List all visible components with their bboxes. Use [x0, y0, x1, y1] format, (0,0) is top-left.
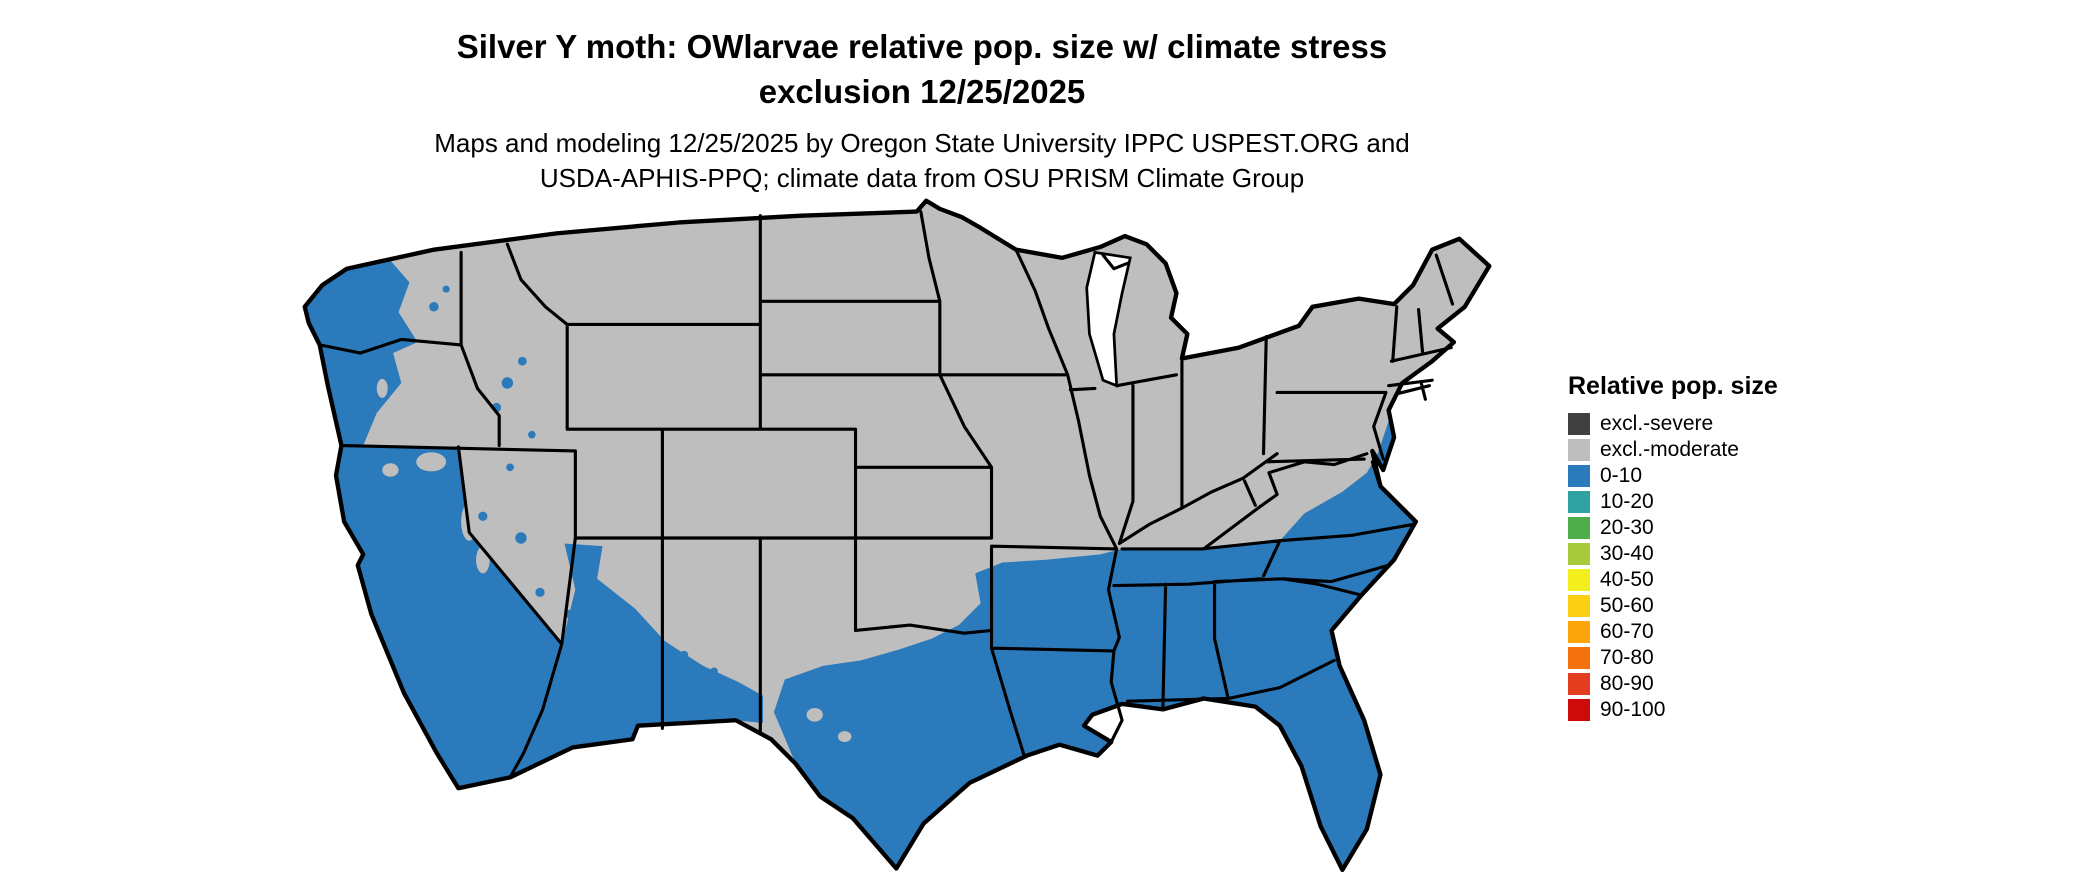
state-borders — [318, 210, 1455, 779]
legend: Relative pop. size excl.-severe excl.-mo… — [1568, 372, 1868, 721]
legend-color-swatch — [1568, 543, 1590, 565]
legend-item-label: excl.-moderate — [1600, 438, 1739, 461]
legend-item: 50-60 — [1568, 594, 1868, 617]
map-region-pop-0-10-southwest — [510, 543, 764, 778]
map-container — [268, 198, 1492, 878]
map-speckles-pop-0-10 — [429, 285, 1436, 676]
legend-item-label: excl.-severe — [1600, 412, 1714, 435]
legend-color-swatch — [1568, 647, 1590, 669]
legend-item-label: 50-60 — [1600, 594, 1654, 617]
legend-item-label: 40-50 — [1600, 568, 1654, 591]
legend-color-swatch — [1568, 595, 1590, 617]
legend-color-swatch — [1568, 439, 1590, 461]
legend-color-swatch — [1568, 569, 1590, 591]
legend-color-swatch — [1568, 491, 1590, 513]
legend-item: 70-80 — [1568, 646, 1868, 669]
map-region-pop-0-10-south — [773, 421, 1416, 870]
legend-item: 20-30 — [1568, 516, 1868, 539]
figure-title: Silver Y moth: OWlarvae relative pop. si… — [0, 24, 1844, 114]
legend-color-swatch — [1568, 465, 1590, 487]
us-map — [302, 198, 1492, 873]
legend-item: 60-70 — [1568, 620, 1868, 643]
legend-item: 80-90 — [1568, 672, 1868, 695]
legend-item: excl.-severe — [1568, 412, 1868, 435]
title-line-2: exclusion 12/25/2025 — [758, 73, 1086, 110]
legend-item: 90-100 — [1568, 698, 1868, 721]
national-outline — [302, 198, 1492, 873]
legend-item: 40-50 — [1568, 568, 1868, 591]
legend-item-label: 10-20 — [1600, 490, 1654, 513]
legend-color-swatch — [1568, 517, 1590, 539]
legend-color-swatch — [1568, 673, 1590, 695]
legend-item-label: 60-70 — [1600, 620, 1654, 643]
legend-item: 10-20 — [1568, 490, 1868, 513]
legend-item-label: 0-10 — [1600, 464, 1643, 487]
title-line-1: Silver Y moth: OWlarvae relative pop. si… — [456, 28, 1388, 65]
subtitle-line-1: Maps and modeling 12/25/2025 by Oregon S… — [434, 128, 1410, 158]
figure-subtitle: Maps and modeling 12/25/2025 by Oregon S… — [0, 126, 1844, 196]
legend-item-label: 20-30 — [1600, 516, 1654, 539]
legend-item-label: 90-100 — [1600, 698, 1666, 721]
legend-item: excl.-moderate — [1568, 438, 1868, 461]
legend-color-swatch — [1568, 699, 1590, 721]
legend-item-label: 30-40 — [1600, 542, 1654, 565]
legend-item: 0-10 — [1568, 464, 1868, 487]
legend-item-label: 80-90 — [1600, 672, 1654, 695]
legend-rows: excl.-severe excl.-moderate 0-10 10-20 2… — [1568, 412, 1868, 721]
legend-title: Relative pop. size — [1568, 372, 1778, 400]
subtitle-line-2: USDA-APHIS-PPQ; climate data from OSU PR… — [539, 163, 1305, 193]
legend-item-label: 70-80 — [1600, 646, 1654, 669]
map-region-pop-0-10-west — [304, 260, 562, 789]
legend-color-swatch — [1568, 413, 1590, 435]
legend-color-swatch — [1568, 621, 1590, 643]
legend-item: 30-40 — [1568, 542, 1868, 565]
